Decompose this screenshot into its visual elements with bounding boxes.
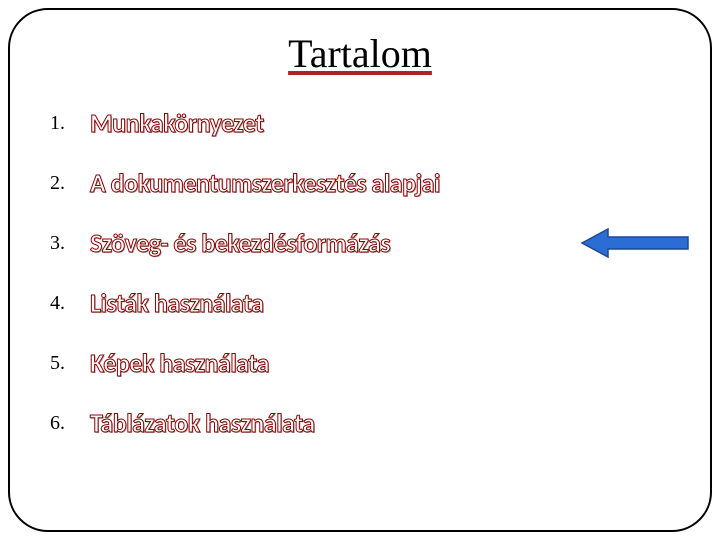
list-number: 6. (50, 412, 90, 435)
list-number: 3. (50, 232, 90, 255)
slide-frame: Tartalom 1. Munkakörnyezet 2. A dokument… (8, 8, 712, 532)
list-number: 1. (50, 112, 90, 135)
list-item: 5. Képek használata (50, 347, 680, 379)
list-item: 2. A dokumentumszerkesztés alapjai (50, 167, 680, 199)
contents-list: 1. Munkakörnyezet 2. A dokumentumszerkes… (40, 107, 680, 439)
list-number: 4. (50, 292, 90, 315)
page-title: Tartalom (40, 30, 680, 77)
arrow-left-icon (580, 225, 690, 261)
list-item: 1. Munkakörnyezet (50, 107, 680, 139)
list-text: Táblázatok használata (90, 407, 315, 439)
list-number: 5. (50, 352, 90, 375)
list-item: 6. Táblázatok használata (50, 407, 680, 439)
list-text: Listák használata (90, 287, 264, 319)
list-text: A dokumentumszerkesztés alapjai (90, 167, 440, 199)
list-text: Szöveg- és bekezdésformázás (90, 227, 390, 259)
list-item: 3. Szöveg- és bekezdésformázás (50, 227, 680, 259)
list-number: 2. (50, 172, 90, 195)
list-text: Képek használata (90, 347, 269, 379)
arrow-shape (582, 229, 688, 257)
list-text: Munkakörnyezet (90, 107, 264, 139)
list-item: 4. Listák használata (50, 287, 680, 319)
